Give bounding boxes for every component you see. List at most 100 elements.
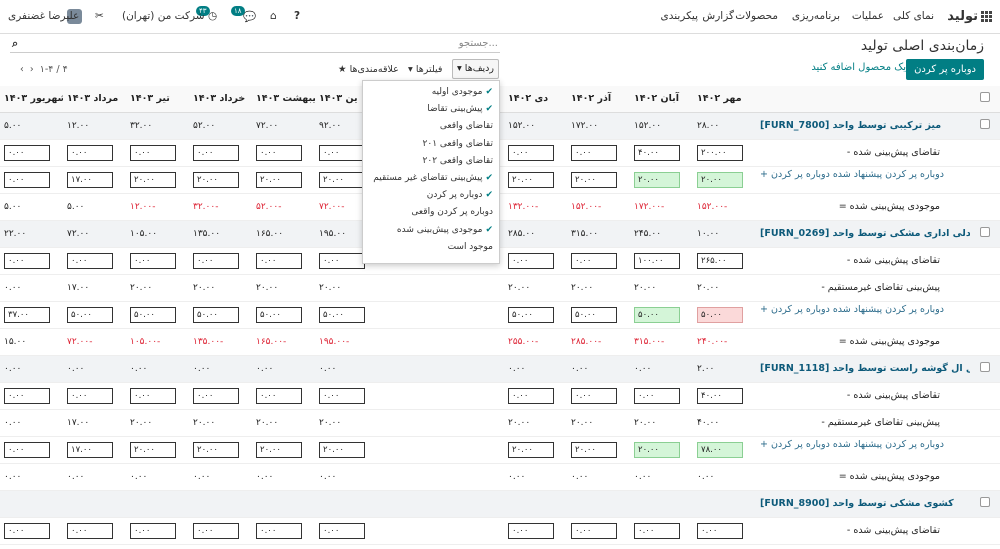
- cell-input[interactable]: ۰.۰۰: [634, 387, 680, 404]
- company-switcher[interactable]: شرکت من (تهران): [122, 10, 205, 22]
- menu-reporting[interactable]: گزارش: [702, 10, 734, 22]
- cell-input[interactable]: ۵۰.۰۰: [193, 306, 239, 323]
- add-product-button[interactable]: یک محصول اضافه کنید: [811, 62, 906, 73]
- app-name[interactable]: تولید: [947, 9, 978, 24]
- cell-input[interactable]: ۰.۰۰: [256, 252, 302, 269]
- pager-next-icon[interactable]: ›: [29, 64, 34, 75]
- cell-input[interactable]: ۲۰.۰۰: [193, 171, 239, 188]
- row-checkbox[interactable]: [970, 328, 1000, 356]
- cell-input[interactable]: ۵۰.۰۰: [697, 306, 743, 323]
- cell-input[interactable]: ۰.۰۰: [508, 144, 554, 161]
- cell-input[interactable]: ۵۰.۰۰: [67, 306, 113, 323]
- row-checkbox[interactable]: [970, 247, 1000, 275]
- row-label-text[interactable]: [FURN_7800] میز ترکیبی توسط واحد: [760, 120, 942, 131]
- menu-overview[interactable]: نمای کلی: [893, 10, 934, 22]
- cell-input[interactable]: ۲۶۵.۰۰: [697, 252, 743, 269]
- cell-input[interactable]: ۵۰.۰۰: [508, 306, 554, 323]
- cell-input[interactable]: ۰.۰۰: [508, 522, 554, 539]
- cell-input[interactable]: ۰.۰۰: [193, 522, 239, 539]
- cell-input[interactable]: ۰.۰۰: [4, 171, 50, 188]
- row-checkbox[interactable]: [970, 166, 1000, 194]
- cell-input[interactable]: ۲۰.۰۰: [508, 441, 554, 458]
- cell-input[interactable]: ۵۰.۰۰: [319, 306, 365, 323]
- cell-input[interactable]: ۲۰.۰۰: [571, 441, 617, 458]
- dropdown-item[interactable]: تقاضای واقعی ۲۰۱: [423, 139, 493, 149]
- row-checkbox[interactable]: [970, 355, 1000, 383]
- cell-input[interactable]: ۰.۰۰: [508, 387, 554, 404]
- row-label-text[interactable]: [FURN_1118] میز مدل ال گوشه راست توسط وا…: [760, 363, 970, 374]
- cell-input[interactable]: ۰.۰۰: [4, 387, 50, 404]
- dropdown-item[interactable]: دوباره پر کردن ✔: [427, 190, 493, 200]
- row-checkbox[interactable]: [970, 193, 1000, 221]
- row-checkbox[interactable]: [970, 409, 1000, 437]
- cell-input[interactable]: ۰.۰۰: [193, 144, 239, 161]
- cell-input[interactable]: ۱۷.۰۰: [67, 171, 113, 188]
- cell-input[interactable]: ۰.۰۰: [4, 252, 50, 269]
- row-checkbox[interactable]: [970, 301, 1000, 329]
- cell-input[interactable]: ۲۰۰.۰۰: [697, 144, 743, 161]
- menu-configuration[interactable]: پیکربندی: [660, 10, 698, 22]
- cell-input[interactable]: ۰.۰۰: [130, 144, 176, 161]
- row-checkbox[interactable]: [970, 517, 1000, 545]
- cell-input[interactable]: ۰.۰۰: [508, 252, 554, 269]
- cell-input[interactable]: ۰.۰۰: [193, 252, 239, 269]
- cell-input[interactable]: ۰.۰۰: [4, 522, 50, 539]
- cell-input[interactable]: ۰.۰۰: [67, 522, 113, 539]
- cell-input[interactable]: ۱۷.۰۰: [67, 441, 113, 458]
- dropdown-item[interactable]: دوباره پر کردن واقعی: [411, 207, 493, 217]
- cell-input[interactable]: ۰.۰۰: [319, 387, 365, 404]
- dropdown-item[interactable]: تقاضای واقعی ۲۰۲: [423, 156, 493, 166]
- cell-input[interactable]: ۰.۰۰: [67, 252, 113, 269]
- cell-input[interactable]: ۰.۰۰: [319, 522, 365, 539]
- cell-input[interactable]: ۵۰.۰۰: [130, 306, 176, 323]
- user-name[interactable]: علیرضا غضنفری: [8, 10, 80, 22]
- cell-input[interactable]: ۲۰.۰۰: [256, 171, 302, 188]
- cell-input[interactable]: ۵۰.۰۰: [256, 306, 302, 323]
- chat-icon[interactable]: 💬: [243, 11, 257, 23]
- row-checkbox[interactable]: [970, 112, 1000, 140]
- cell-input[interactable]: ۰.۰۰: [319, 144, 365, 161]
- filters-button[interactable]: ▾ فیلترها: [408, 64, 442, 75]
- dropdown-item[interactable]: پیش‌بینی تقاضای غیر مستقیم ✔: [373, 173, 493, 183]
- dropdown-item[interactable]: موجودی اولیه ✔: [432, 87, 493, 97]
- cell-input[interactable]: ۰.۰۰: [256, 522, 302, 539]
- cell-input[interactable]: ۴۰.۰۰: [697, 387, 743, 404]
- cell-input[interactable]: ۰.۰۰: [256, 387, 302, 404]
- cell-input[interactable]: ۲۰.۰۰: [130, 171, 176, 188]
- cell-input[interactable]: ۵۰.۰۰: [634, 306, 680, 323]
- cell-input[interactable]: ۲۰.۰۰: [571, 171, 617, 188]
- search-input[interactable]: جستجو... ⌕: [10, 37, 500, 53]
- dropdown-item[interactable]: موجودی پیش‌بینی شده ✔: [397, 225, 493, 235]
- cell-input[interactable]: ۰.۰۰: [67, 144, 113, 161]
- building-icon[interactable]: ⌂: [270, 10, 277, 22]
- avatar[interactable]: [67, 9, 82, 24]
- row-label-text[interactable]: [FURN_8900] کشوی مشکی توسط واحد: [760, 498, 954, 509]
- cell-input[interactable]: ۰.۰۰: [697, 522, 743, 539]
- cell-input[interactable]: ۲۰.۰۰: [193, 441, 239, 458]
- help-icon[interactable]: ?: [294, 10, 301, 22]
- search-icon[interactable]: ⌕: [12, 37, 19, 50]
- dropdown-item[interactable]: تقاضای واقعی: [440, 121, 493, 131]
- cell-input[interactable]: ۲۰.۰۰: [319, 441, 365, 458]
- cell-input[interactable]: ۱۰۰.۰۰: [634, 252, 680, 269]
- cell-input[interactable]: ۰.۰۰: [130, 522, 176, 539]
- cell-input[interactable]: ۲۰.۰۰: [634, 171, 680, 188]
- row-checkbox[interactable]: [970, 220, 1000, 248]
- pager[interactable]: ‹ › ۱-۴ / ۴: [20, 64, 68, 75]
- select-all-checkbox[interactable]: [970, 86, 1000, 113]
- row-checkbox[interactable]: [970, 274, 1000, 302]
- row-checkbox[interactable]: [970, 382, 1000, 410]
- cell-input[interactable]: ۳۷.۰۰: [4, 306, 50, 323]
- row-checkbox[interactable]: [970, 436, 1000, 464]
- cell-input[interactable]: ۴۰.۰۰: [634, 144, 680, 161]
- dropdown-item[interactable]: پیش‌بینی تقاضا ✔: [427, 104, 493, 114]
- cell-input[interactable]: ۰.۰۰: [193, 387, 239, 404]
- cell-input[interactable]: ۲۰.۰۰: [319, 171, 365, 188]
- cell-input[interactable]: ۰.۰۰: [4, 441, 50, 458]
- replenish-button[interactable]: دوباره پر کردن: [906, 59, 984, 80]
- row-checkbox[interactable]: [970, 490, 1000, 518]
- cell-input[interactable]: ۰.۰۰: [634, 522, 680, 539]
- cell-input[interactable]: ۰.۰۰: [4, 144, 50, 161]
- cell-input[interactable]: ۰.۰۰: [130, 387, 176, 404]
- cell-input[interactable]: ۲۰.۰۰: [256, 441, 302, 458]
